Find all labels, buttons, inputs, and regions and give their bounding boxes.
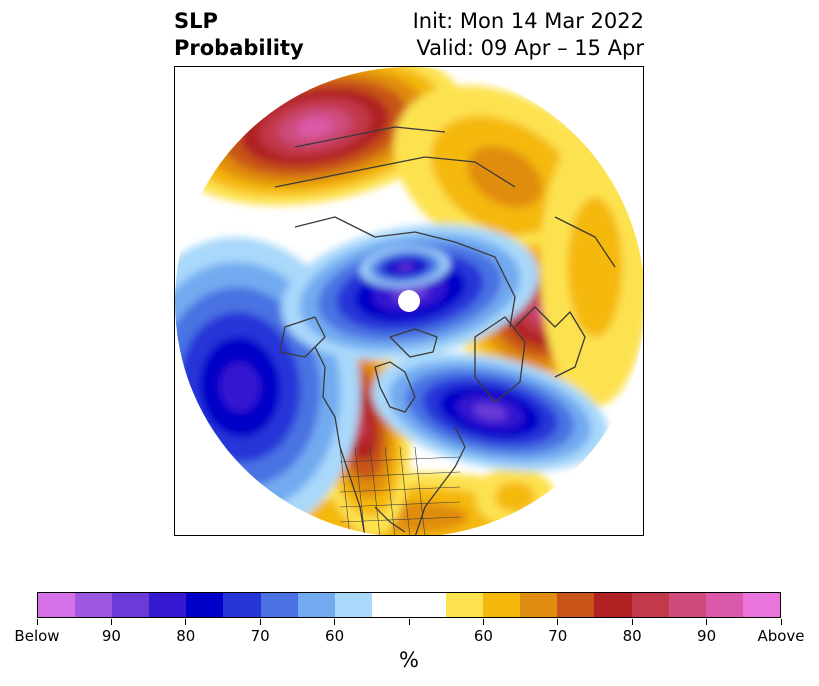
colorbar-tick-label: 80 (622, 627, 642, 645)
colorbar-tick-label: 80 (176, 627, 196, 645)
pole-hole (398, 290, 420, 312)
border-line (414, 446, 426, 535)
colorbar-tick (706, 619, 708, 625)
colorbar-segment (557, 593, 595, 617)
title-variable: SLP (174, 9, 218, 33)
colorbar (37, 592, 781, 618)
colorbar-tick-label: 90 (697, 627, 717, 645)
southeast-pacific-high-contour (495, 482, 535, 512)
colorbar-segment (408, 593, 447, 617)
colorbar-segment (742, 593, 780, 617)
colorbar-segment (223, 593, 261, 617)
border-line (339, 516, 461, 523)
colorbar-segment (446, 593, 484, 617)
colorbar-segment (75, 593, 113, 617)
colorbar-tick-label: Below (14, 627, 60, 645)
border-line (384, 446, 396, 535)
north-pacific-low-contour (219, 362, 261, 412)
colorbar-tick (185, 619, 187, 625)
coastline (514, 306, 586, 378)
southeast-rim-high-contour (567, 197, 623, 337)
map-title: SLP Probability (174, 8, 304, 62)
title-type: Probability (174, 36, 304, 60)
border-line (339, 471, 461, 478)
greenland-atlantic-low-contour (473, 403, 507, 421)
colorbar-tick-label: 60 (325, 627, 345, 645)
colorbar-tick (110, 619, 112, 625)
colorbar-tick-label: 90 (101, 627, 121, 645)
colorbar-segment (594, 593, 632, 617)
coastline (294, 216, 516, 328)
colorbar-segment (483, 593, 521, 617)
border-line (339, 486, 461, 493)
southeast-pacific-high (475, 467, 555, 527)
coastline (474, 316, 526, 403)
colorbar-tick (408, 619, 410, 625)
colorbar-segment (297, 593, 335, 617)
coastline (374, 506, 406, 533)
colorbar-unit: % (399, 648, 419, 672)
colorbar-segment (149, 593, 187, 617)
border-line (399, 446, 411, 535)
colorbar-tick (631, 619, 633, 625)
border-line (354, 446, 366, 535)
colorbar-segment (260, 593, 298, 617)
arctic-low-center (360, 246, 450, 288)
border-line (339, 501, 461, 508)
coastline (274, 156, 516, 188)
colorbar-tick-label: 70 (250, 627, 270, 645)
colorbar-segment (186, 593, 224, 617)
coastline (374, 361, 416, 413)
colorbar-tick-label: 60 (473, 627, 493, 645)
colorbar-tick (780, 619, 782, 625)
colorbar-tick-label: 70 (548, 627, 568, 645)
border-line (339, 456, 461, 463)
coastline (294, 126, 446, 148)
init-date: Init: Mon 14 Mar 2022 (412, 9, 644, 33)
colorbar-segment (631, 593, 669, 617)
coastline (414, 426, 466, 535)
coastline (279, 316, 326, 358)
eurasia-high-east-contour (467, 146, 543, 208)
colorbar-tick (482, 619, 484, 625)
coastline (554, 216, 616, 268)
colorbar-tick (36, 619, 38, 625)
colorbar-segment (705, 593, 743, 617)
arctic-low-center-contour (398, 264, 412, 270)
greenland-atlantic-low (372, 352, 608, 472)
map-canvas (175, 67, 643, 535)
colorbar-tick (557, 619, 559, 625)
valid-dates: Valid: 09 Apr – 15 Apr (416, 36, 644, 60)
probability-map (174, 66, 644, 536)
eurasia-high-contour (296, 117, 334, 137)
colorbar-segment (112, 593, 150, 617)
colorbar-tick-label: Above (757, 627, 805, 645)
colorbar-segment (371, 593, 409, 617)
colorbar-segment (38, 593, 76, 617)
colorbar-segment (334, 593, 372, 617)
colorbar-segment (520, 593, 558, 617)
coastline (389, 328, 438, 358)
colorbar-segment (668, 593, 706, 617)
border-line (369, 446, 381, 535)
forecast-dates: Init: Mon 14 Mar 2022 Valid: 09 Apr – 15… (413, 8, 644, 62)
coastline (314, 346, 366, 535)
colorbar-tick (259, 619, 261, 625)
colorbar-tick (334, 619, 336, 625)
